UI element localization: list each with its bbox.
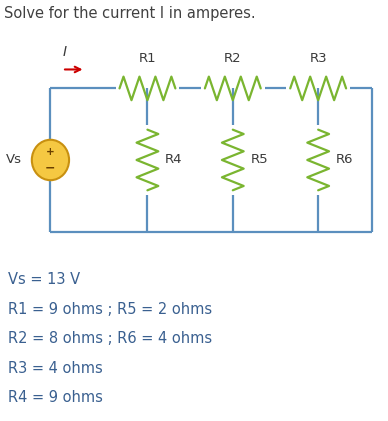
Text: Vs: Vs xyxy=(6,154,22,166)
Text: R1 = 9 ohms ; R5 = 2 ohms: R1 = 9 ohms ; R5 = 2 ohms xyxy=(8,302,212,317)
Text: Solve for the current I in amperes.: Solve for the current I in amperes. xyxy=(4,6,256,21)
Text: R1: R1 xyxy=(139,52,156,65)
Text: R4 = 9 ohms: R4 = 9 ohms xyxy=(8,390,103,405)
Text: +: + xyxy=(46,147,55,157)
Text: R4: R4 xyxy=(165,154,182,166)
Text: R2: R2 xyxy=(224,52,242,65)
Text: −: − xyxy=(45,161,56,174)
Circle shape xyxy=(32,140,69,180)
Text: $I$: $I$ xyxy=(62,45,68,59)
Text: R5: R5 xyxy=(250,154,268,166)
Text: R6: R6 xyxy=(336,154,353,166)
Text: R3: R3 xyxy=(309,52,327,65)
Text: R2 = 8 ohms ; R6 = 4 ohms: R2 = 8 ohms ; R6 = 4 ohms xyxy=(8,331,212,346)
Text: Vs = 13 V: Vs = 13 V xyxy=(8,272,80,288)
Text: R3 = 4 ohms: R3 = 4 ohms xyxy=(8,361,102,376)
